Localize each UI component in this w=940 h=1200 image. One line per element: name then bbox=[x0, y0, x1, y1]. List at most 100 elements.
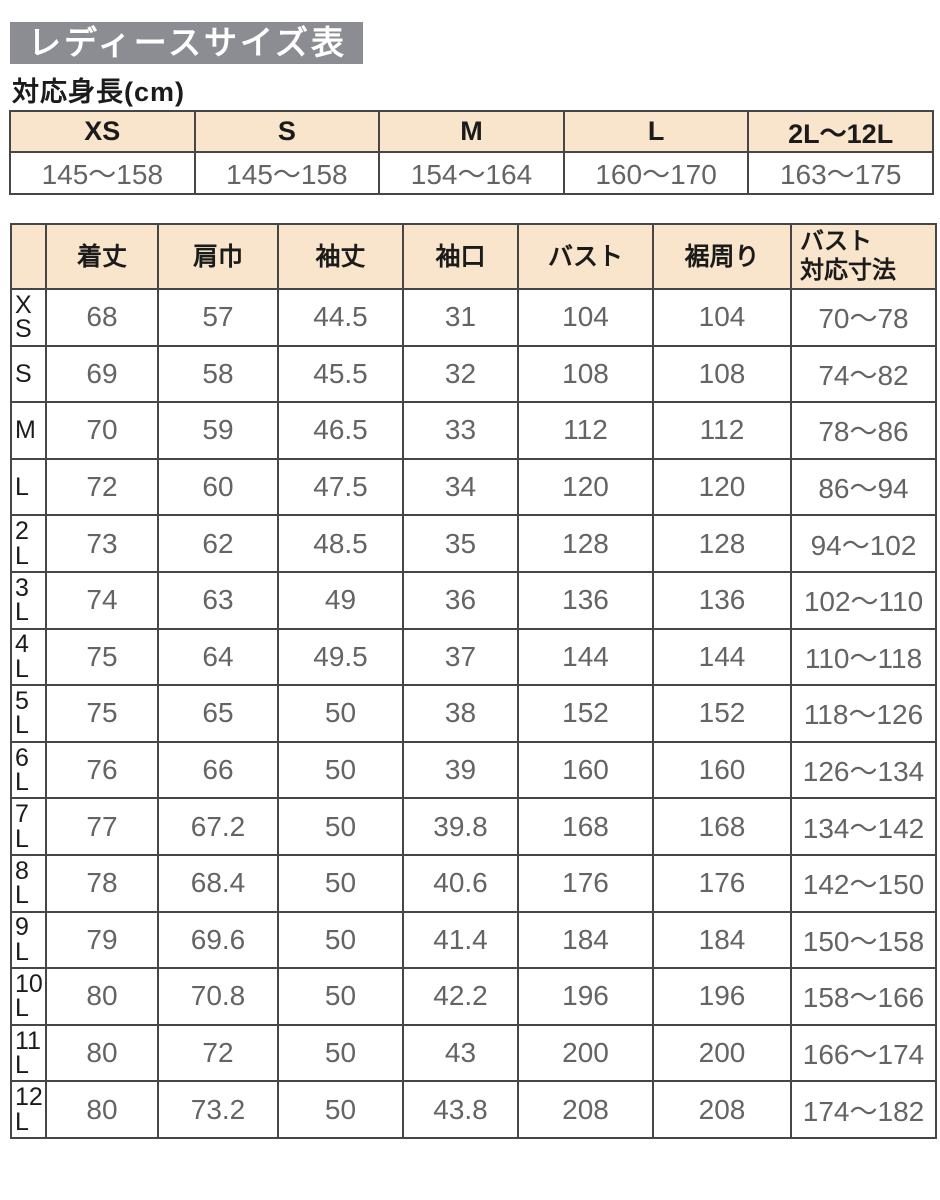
size-table-row: 3 L 74 63 49 36 136 136 102～110 bbox=[10, 570, 937, 630]
height-table-size-header: S bbox=[193, 110, 381, 153]
measurement-value-cell: 112 bbox=[517, 401, 654, 460]
height-table: XS S M L 2L～12L 145～158 145～158 154～164 160～170… bbox=[9, 110, 934, 195]
measurement-value-cell: 46.5 bbox=[277, 401, 404, 460]
measurement-value-cell: 43.8 bbox=[402, 1080, 519, 1139]
size-label-cell: 2 L bbox=[10, 514, 47, 573]
measurement-value-cell: 184 bbox=[652, 910, 792, 970]
measurement-value-cell: 74 bbox=[45, 570, 159, 630]
measurement-value-cell: 35 bbox=[402, 514, 519, 573]
measurement-value-cell: 112 bbox=[652, 401, 792, 460]
measurement-value-cell: 39.8 bbox=[402, 797, 519, 856]
measurement-value-cell: 80 bbox=[45, 1023, 159, 1083]
measurement-value-cell: 76 bbox=[45, 740, 159, 800]
measurement-value-cell: 142～150 bbox=[790, 853, 937, 913]
measurement-value-cell: 36 bbox=[402, 570, 519, 630]
size-table-row: L 72 60 47.5 34 120 120 86～94 bbox=[10, 457, 937, 517]
measurement-value-cell: 69 bbox=[45, 344, 159, 404]
size-measurement-table: 着丈 肩巾 袖丈 袖口 バスト 裾周り バスト 対応寸法 X S 68 57 44.5 31 104 1… bbox=[10, 223, 937, 1139]
size-table-row: 6 L 76 66 50 39 160 160 126～134 bbox=[10, 740, 937, 800]
measurement-value-cell: 118～126 bbox=[790, 684, 937, 743]
height-table-range-value: 154～164 bbox=[378, 151, 565, 195]
measurement-value-cell: 65 bbox=[157, 684, 279, 743]
size-table-column-header: 裾周り bbox=[652, 223, 792, 290]
measurement-value-cell: 136 bbox=[652, 570, 792, 630]
measurement-value-cell: 33 bbox=[402, 401, 519, 460]
size-label-cell: 5 L bbox=[10, 684, 47, 743]
measurement-value-cell: 196 bbox=[652, 967, 792, 1026]
measurement-value-cell: 73.2 bbox=[157, 1080, 279, 1139]
measurement-value-cell: 58 bbox=[157, 344, 279, 404]
size-table-header-row: 着丈 肩巾 袖丈 袖口 バスト 裾周り バスト 対応寸法 bbox=[10, 223, 937, 290]
measurement-value-cell: 48.5 bbox=[277, 514, 404, 573]
height-table-range-value: 145～158 bbox=[193, 151, 381, 195]
measurement-value-cell: 68 bbox=[45, 288, 159, 347]
measurement-value-cell: 60 bbox=[157, 457, 279, 517]
measurement-value-cell: 70 bbox=[45, 401, 159, 460]
size-label-cell: 10 L bbox=[10, 967, 47, 1026]
measurement-value-cell: 34 bbox=[402, 457, 519, 517]
size-table-row: 7 L 77 67.2 50 39.8 168 168 134～142 bbox=[10, 797, 937, 856]
size-table-row: 5 L 75 65 50 38 152 152 118～126 bbox=[10, 684, 937, 743]
measurement-value-cell: 168 bbox=[652, 797, 792, 856]
measurement-value-cell: 160 bbox=[652, 740, 792, 800]
measurement-value-cell: 152 bbox=[517, 684, 654, 743]
height-table-range-value: 163～175 bbox=[747, 151, 934, 195]
height-table-value-row: 145～158 145～158 154～164 160～170 163～175 bbox=[9, 151, 934, 195]
measurement-value-cell: 74～82 bbox=[790, 344, 937, 404]
measurement-value-cell: 166～174 bbox=[790, 1023, 937, 1083]
size-table-row: 12 L 80 73.2 50 43.8 208 208 174～182 bbox=[10, 1080, 937, 1139]
size-table-row: S 69 58 45.5 32 108 108 74～82 bbox=[10, 344, 937, 404]
size-table-row: 2 L 73 62 48.5 35 128 128 94～102 bbox=[10, 514, 937, 573]
measurement-value-cell: 184 bbox=[517, 910, 654, 970]
measurement-value-cell: 77 bbox=[45, 797, 159, 856]
height-table-caption: 対応身長(cm) bbox=[12, 77, 186, 107]
measurement-value-cell: 38 bbox=[402, 684, 519, 743]
measurement-value-cell: 134～142 bbox=[790, 797, 937, 856]
measurement-value-cell: 50 bbox=[277, 853, 404, 913]
measurement-value-cell: 110～118 bbox=[790, 627, 937, 687]
measurement-value-cell: 66 bbox=[157, 740, 279, 800]
measurement-value-cell: 108 bbox=[517, 344, 654, 404]
measurement-value-cell: 72 bbox=[45, 457, 159, 517]
measurement-value-cell: 50 bbox=[277, 967, 404, 1026]
measurement-value-cell: 158～166 bbox=[790, 967, 937, 1026]
size-table-column-header: 肩巾 bbox=[157, 223, 279, 290]
height-table-size-header: 2L～12L bbox=[747, 110, 934, 153]
measurement-value-cell: 75 bbox=[45, 627, 159, 687]
measurement-value-cell: 120 bbox=[517, 457, 654, 517]
height-table-size-header: XS bbox=[9, 110, 196, 153]
size-table-column-header: 着丈 bbox=[45, 223, 159, 290]
measurement-value-cell: 44.5 bbox=[277, 288, 404, 347]
measurement-value-cell: 80 bbox=[45, 967, 159, 1026]
measurement-value-cell: 144 bbox=[517, 627, 654, 687]
measurement-value-cell: 104 bbox=[517, 288, 654, 347]
measurement-value-cell: 108 bbox=[652, 344, 792, 404]
measurement-value-cell: 152 bbox=[652, 684, 792, 743]
size-table-column-header: 袖丈 bbox=[277, 223, 404, 290]
size-label-cell: 12 L bbox=[10, 1080, 47, 1139]
size-label-cell: L bbox=[10, 457, 47, 517]
measurement-value-cell: 168 bbox=[517, 797, 654, 856]
measurement-value-cell: 69.6 bbox=[157, 910, 279, 970]
measurement-value-cell: 196 bbox=[517, 967, 654, 1026]
size-label-cell: S bbox=[10, 344, 47, 404]
measurement-value-cell: 50 bbox=[277, 1080, 404, 1139]
measurement-value-cell: 176 bbox=[652, 853, 792, 913]
measurement-value-cell: 128 bbox=[517, 514, 654, 573]
measurement-value-cell: 43 bbox=[402, 1023, 519, 1083]
size-label-cell: 9 L bbox=[10, 910, 47, 970]
measurement-value-cell: 31 bbox=[402, 288, 519, 347]
measurement-value-cell: 136 bbox=[517, 570, 654, 630]
size-label-cell: 11 L bbox=[10, 1023, 47, 1083]
measurement-value-cell: 86～94 bbox=[790, 457, 937, 517]
height-table-size-header: M bbox=[378, 110, 565, 153]
size-table-column-header: バスト 対応寸法 bbox=[790, 223, 937, 290]
measurement-value-cell: 50 bbox=[277, 910, 404, 970]
size-label-cell: 4 L bbox=[10, 627, 47, 687]
measurement-value-cell: 70.8 bbox=[157, 967, 279, 1026]
measurement-value-cell: 59 bbox=[157, 401, 279, 460]
size-table-row: M 70 59 46.5 33 112 112 78～86 bbox=[10, 401, 937, 460]
measurement-value-cell: 57 bbox=[157, 288, 279, 347]
size-table-row: X S 68 57 44.5 31 104 104 70～78 bbox=[10, 288, 937, 347]
